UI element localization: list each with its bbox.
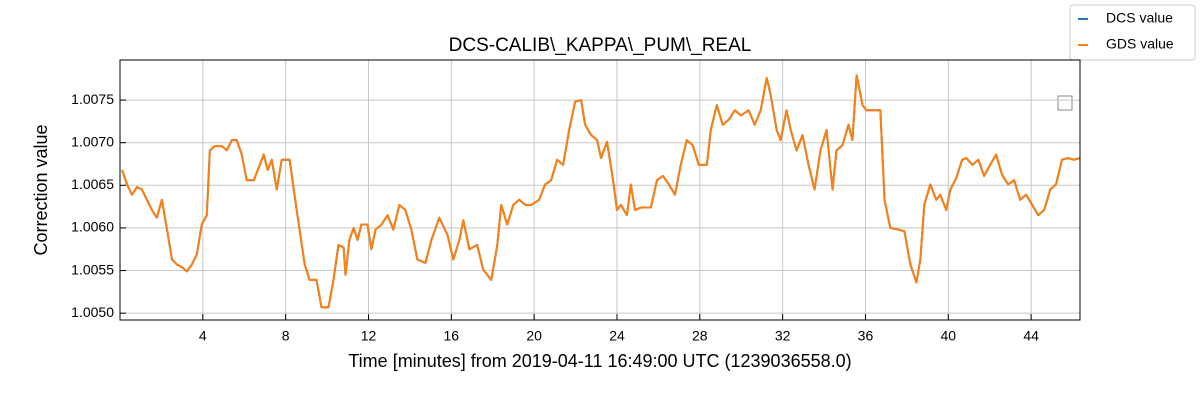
y-tick-label: 1.0075	[71, 91, 114, 107]
x-axis-label: Time [minutes] from 2019-04-11 16:49:00 …	[348, 351, 851, 371]
x-tick-label: 12	[361, 328, 377, 344]
chart-title: DCS-CALIB\_KAPPA\_PUM\_REAL	[449, 35, 752, 56]
x-tick-label: 4	[199, 328, 207, 344]
x-tick-label: 16	[444, 328, 460, 344]
y-tick-label: 1.0060	[71, 219, 114, 235]
series-line	[121, 74, 1081, 309]
legend-label: GDS value	[1106, 36, 1174, 52]
y-tick-label: 1.0055	[71, 261, 114, 277]
y-tick-label: 1.0070	[71, 133, 114, 149]
plot-frame	[119, 59, 1081, 321]
legend-frame	[1069, 4, 1196, 61]
y-tick-label: 1.0050	[71, 304, 114, 320]
empty-legend-box	[1057, 95, 1073, 111]
x-tick-label: 20	[526, 328, 542, 344]
series-line	[121, 74, 1081, 309]
x-tick-label: 24	[609, 328, 625, 344]
y-axis-label: Correction value	[31, 124, 51, 255]
x-tick-label: 32	[775, 328, 791, 344]
x-tick-label: 8	[282, 328, 290, 344]
legend: DCS value GDS value	[1069, 4, 1196, 61]
x-tick-label: 36	[858, 328, 874, 344]
legend-label: DCS value	[1106, 10, 1173, 26]
y-tick-label: 1.0065	[71, 176, 114, 192]
x-tick-label: 28	[692, 328, 708, 344]
x-tick-label: 40	[941, 328, 957, 344]
x-tick-label: 44	[1023, 328, 1039, 344]
